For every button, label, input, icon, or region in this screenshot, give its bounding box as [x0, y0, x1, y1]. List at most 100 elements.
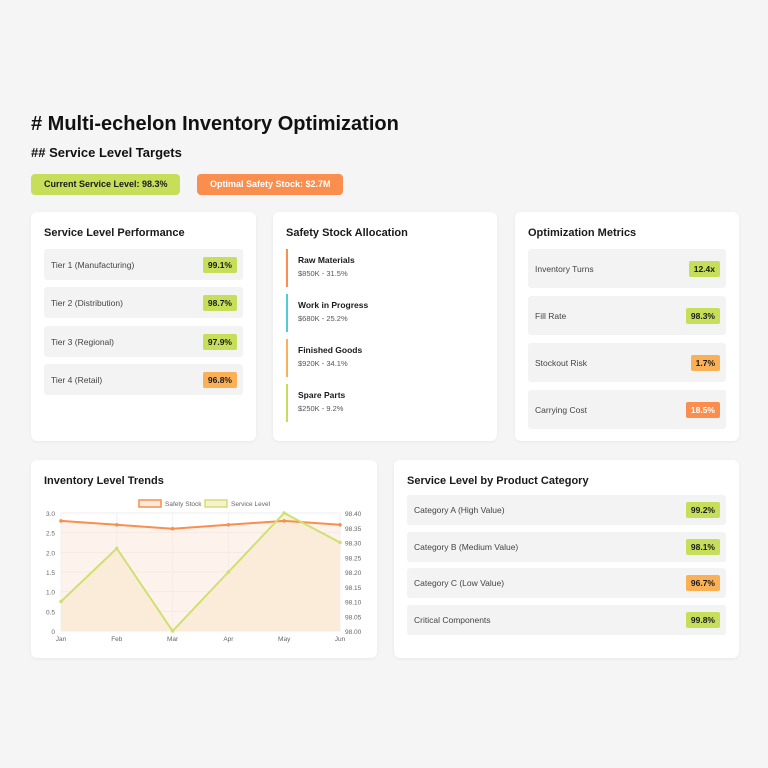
category-row: Critical Components 99.8% — [407, 605, 726, 635]
value-badge: 99.2% — [685, 502, 720, 518]
allocation-name: Spare Parts — [298, 390, 346, 400]
y-right-tick-label: 98.00 — [345, 629, 362, 636]
legend-label: Safety Stock — [165, 501, 202, 508]
y-left-tick-label: 1.5 — [46, 570, 55, 577]
x-tick-label: Apr — [223, 636, 234, 643]
data-point — [170, 629, 175, 633]
x-tick-label: Jan — [56, 636, 67, 643]
row-label: Category C (Low Value) — [414, 578, 505, 588]
value-badge: 98.7% — [202, 294, 237, 311]
row-label: Tier 3 (Regional) — [51, 336, 114, 347]
row-label: Category B (Medium Value) — [414, 542, 519, 552]
y-right-tick-label: 98.35 — [345, 526, 362, 533]
card-title: Optimization Metrics — [528, 227, 637, 239]
allocation-item: Finished Goods $920K - 34.1% — [286, 339, 362, 377]
row-label: Critical Components — [414, 615, 491, 625]
data-point — [59, 599, 63, 604]
data-point — [282, 519, 286, 523]
category-row: Category B (Medium Value) 98.1% — [407, 532, 726, 562]
category-row: Category A (High Value) 99.2% — [407, 495, 726, 525]
value-badge: 99.8% — [685, 612, 720, 628]
row-label: Stockout Risk — [535, 357, 587, 368]
y-left-tick-label: 0 — [51, 629, 55, 636]
tier-row: Tier 1 (Manufacturing) 99.1% — [44, 249, 243, 280]
service-by-category-card: Service Level by Product Category Catego… — [394, 460, 739, 658]
inventory-trend-chart: 0 0.5 1.0 1.5 2.0 2.5 3.0 98.00 98.05 98.10 98.15 9… — [46, 499, 362, 643]
series-line — [60, 511, 341, 633]
y-right-tick-label: 98.25 — [345, 555, 362, 562]
y-left-tick-label: 0.5 — [46, 609, 55, 616]
legend-swatch — [138, 499, 162, 508]
tier-row: Tier 4 (Retail) 96.8% — [44, 364, 243, 395]
row-label: Fill Rate — [535, 310, 567, 321]
metric-row: Carrying Cost 18.5% — [528, 390, 726, 429]
y-right-tick-label: 98.20 — [345, 570, 362, 577]
allocation-item: Spare Parts $250K - 9.2% — [286, 384, 345, 422]
allocation-detail: $920K - 34.1% — [298, 359, 348, 368]
metric-row: Stockout Risk 1.7% — [528, 343, 726, 382]
value-badge: 99.1% — [202, 256, 237, 273]
card-title: Inventory Level Trends — [44, 475, 164, 487]
legend-label: Service Level — [231, 501, 271, 508]
y-right-tick-label: 98.40 — [345, 511, 362, 518]
y-right-tick-label: 98.10 — [345, 600, 362, 607]
allocation-name: Work in Progress — [298, 300, 369, 310]
y-left-tick-label: 2.5 — [46, 531, 55, 538]
data-point — [115, 546, 119, 551]
metric-row: Inventory Turns 12.4x — [528, 249, 726, 288]
row-label: Tier 2 (Distribution) — [51, 297, 123, 308]
data-point — [226, 570, 231, 574]
card-title: Safety Stock Allocation — [286, 227, 408, 239]
value-badge: 98.1% — [685, 539, 720, 555]
optimization-metrics-card: Optimization Metrics Inventory Turns 12.… — [515, 212, 739, 441]
inventory-trends-card: Inventory Level Trends 0 0.5 1.0 1.5 2.0 2.5 3… — [31, 460, 377, 658]
x-tick-label: Feb — [111, 636, 123, 643]
data-point — [338, 540, 342, 545]
row-label: Carrying Cost — [535, 404, 587, 415]
value-badge: 98.3% — [685, 307, 720, 324]
row-label: Inventory Turns — [535, 263, 594, 274]
row-label: Tier 4 (Retail) — [51, 374, 103, 385]
allocation-item: Raw Materials $850K - 31.5% — [286, 249, 355, 287]
allocation-detail: $680K - 25.2% — [298, 314, 348, 323]
series-line — [60, 519, 341, 530]
allocation-detail: $250K - 9.2% — [298, 404, 344, 413]
row-label: Tier 1 (Manufacturing) — [51, 259, 135, 270]
value-badge: 12.4x — [688, 260, 720, 277]
value-badge: 96.8% — [202, 371, 237, 388]
tier-row: Tier 2 (Distribution) 98.7% — [44, 287, 243, 318]
y-left-tick-label: 2.0 — [46, 550, 55, 557]
y-right-tick-label: 98.15 — [345, 585, 362, 592]
value-badge: 96.7% — [685, 575, 720, 591]
value-badge: 18.5% — [685, 401, 720, 418]
y-right-tick-label: 98.05 — [345, 614, 362, 621]
row-label: Category A (High Value) — [414, 505, 505, 515]
data-point — [282, 511, 286, 515]
section-subtitle: ## Service Level Targets — [31, 145, 182, 160]
tier-row: Tier 3 (Regional) 97.9% — [44, 326, 243, 357]
x-tick-label: Mar — [167, 636, 179, 643]
safety-stock-allocation-card: Safety Stock Allocation Raw Materials $8… — [273, 212, 497, 441]
current-service-level-badge: Current Service Level: 98.3% — [31, 174, 180, 195]
category-row: Category C (Low Value) 96.7% — [407, 568, 726, 598]
card-title: Service Level Performance — [44, 227, 185, 239]
y-left-tick-label: 1.0 — [46, 590, 55, 597]
data-point — [170, 526, 175, 531]
service-level-performance-card: Service Level Performance Tier 1 (Manufa… — [31, 212, 256, 441]
y-left-tick-label: 3.0 — [46, 511, 55, 518]
allocation-name: Finished Goods — [298, 345, 363, 355]
data-point — [338, 523, 342, 527]
value-badge: 1.7% — [690, 354, 720, 371]
allocation-name: Raw Materials — [298, 255, 355, 265]
data-point — [226, 523, 231, 527]
x-tick-label: May — [278, 636, 291, 643]
card-title: Service Level by Product Category — [407, 475, 589, 487]
data-point — [59, 519, 63, 523]
optimal-safety-stock-badge: Optimal Safety Stock: $2.7M — [197, 174, 343, 195]
page-title: # Multi-echelon Inventory Optimization — [31, 113, 399, 135]
allocation-item: Work in Progress $680K - 25.2% — [286, 294, 368, 332]
allocation-detail: $850K - 31.5% — [298, 269, 348, 278]
series-area — [61, 520, 340, 631]
y-right-tick-label: 98.30 — [345, 541, 362, 548]
